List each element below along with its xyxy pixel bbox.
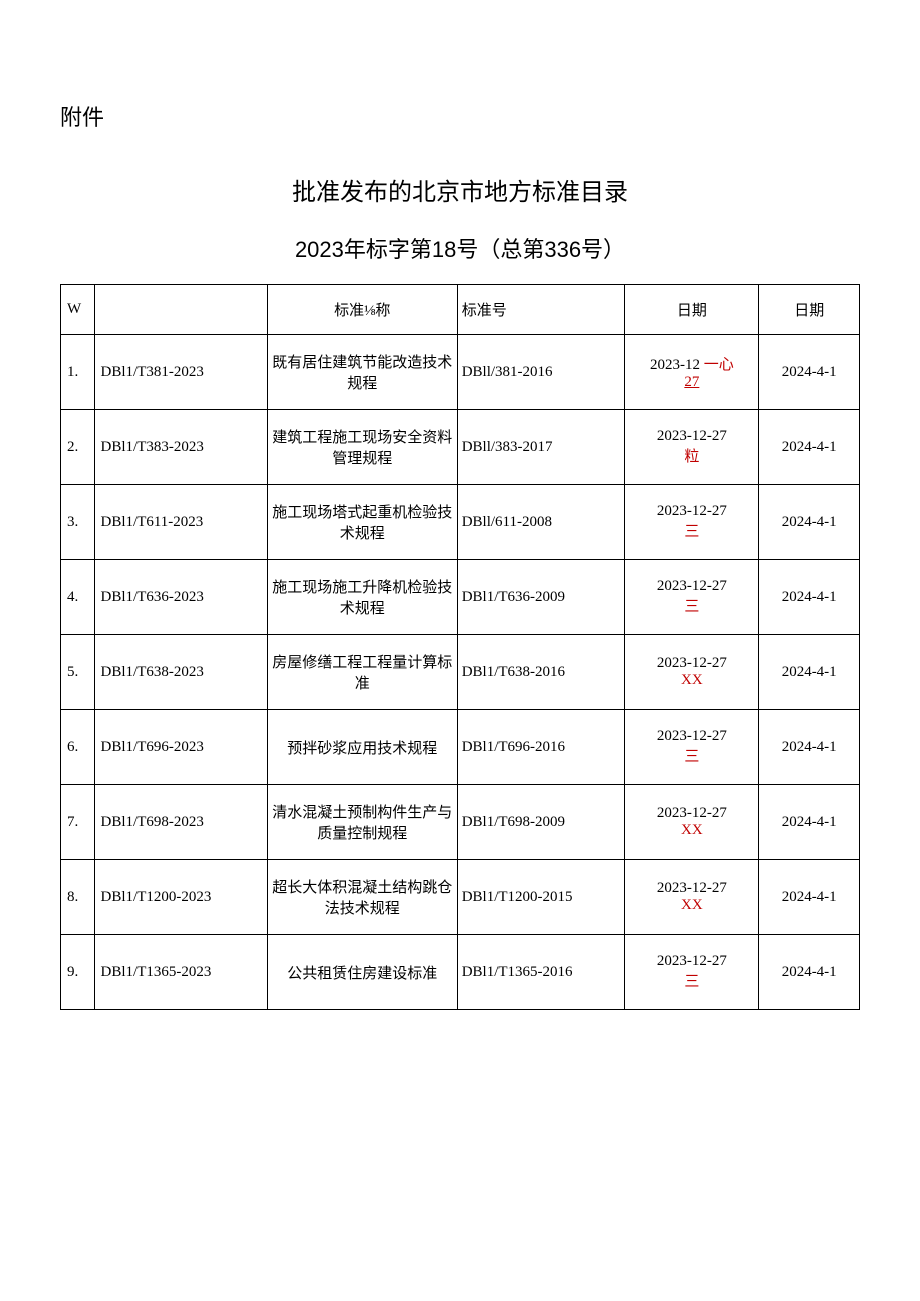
header-replace: 标准号: [457, 285, 625, 335]
cell-date1: 2023-12 一心27: [625, 335, 759, 410]
cell-index: 7.: [61, 785, 95, 860]
cell-date1: 2023-12-27XX: [625, 635, 759, 710]
header-date1: 日期: [625, 285, 759, 335]
cell-name: 公共租赁住房建设标准: [267, 935, 457, 1010]
cell-index: 3.: [61, 485, 95, 560]
cell-date2: 2024-4-1: [759, 410, 860, 485]
cell-date2: 2024-4-1: [759, 335, 860, 410]
cell-replace: DBl1/T636-2009: [457, 560, 625, 635]
cell-code: DBl1/T381-2023: [94, 335, 267, 410]
cell-name: 预拌砂浆应用技术规程: [267, 710, 457, 785]
cell-code: DBl1/T383-2023: [94, 410, 267, 485]
cell-date2: 2024-4-1: [759, 710, 860, 785]
cell-code: DBl1/T698-2023: [94, 785, 267, 860]
cell-date1: 2023-12-27三: [625, 710, 759, 785]
header-code: [94, 285, 267, 335]
table-row: 4.DBl1/T636-2023施工现场施工升降机检验技术规程DBl1/T636…: [61, 560, 860, 635]
cell-name: 建筑工程施工现场安全资料管理规程: [267, 410, 457, 485]
cell-date1: 2023-12-27三: [625, 935, 759, 1010]
cell-date1: 2023-12-27粒: [625, 410, 759, 485]
cell-replace: DBl1/T1200-2015: [457, 860, 625, 935]
cell-name: 超长大体积混凝土结构跳仓法技术规程: [267, 860, 457, 935]
cell-index: 4.: [61, 560, 95, 635]
cell-index: 8.: [61, 860, 95, 935]
table-row: 3.DBl1/T611-2023施工现场塔式起重机检验技术规程DBll/611-…: [61, 485, 860, 560]
cell-replace: DBl1/T696-2016: [457, 710, 625, 785]
cell-code: DBl1/T696-2023: [94, 710, 267, 785]
cell-name: 施工现场施工升降机检验技术规程: [267, 560, 457, 635]
cell-date2: 2024-4-1: [759, 485, 860, 560]
cell-name: 既有居住建筑节能改造技术规程: [267, 335, 457, 410]
cell-name: 房屋修缮工程工程量计算标准: [267, 635, 457, 710]
table-row: 6.DBl1/T696-2023预拌砂浆应用技术规程DBl1/T696-2016…: [61, 710, 860, 785]
document-subtitle: 2023年标字第18号（总第336号）: [60, 232, 860, 264]
cell-date1: 2023-12-27三: [625, 560, 759, 635]
cell-replace: DBl1/T1365-2016: [457, 935, 625, 1010]
cell-index: 6.: [61, 710, 95, 785]
cell-replace: DBll/381-2016: [457, 335, 625, 410]
cell-date2: 2024-4-1: [759, 860, 860, 935]
cell-date2: 2024-4-1: [759, 560, 860, 635]
table-row: 9.DBl1/T1365-2023公共租赁住房建设标准DBl1/T1365-20…: [61, 935, 860, 1010]
standards-table: W 标准⅛称 标准号 日期 日期 1.DBl1/T381-2023既有居住建筑节…: [60, 284, 860, 1010]
header-index: W: [61, 285, 95, 335]
table-row: 5.DBl1/T638-2023房屋修缮工程工程量计算标准DBl1/T638-2…: [61, 635, 860, 710]
cell-index: 5.: [61, 635, 95, 710]
cell-index: 1.: [61, 335, 95, 410]
cell-date2: 2024-4-1: [759, 635, 860, 710]
cell-replace: DBll/383-2017: [457, 410, 625, 485]
header-date2: 日期: [759, 285, 860, 335]
cell-code: DBl1/T636-2023: [94, 560, 267, 635]
cell-date1: 2023-12-27XX: [625, 785, 759, 860]
cell-date2: 2024-4-1: [759, 785, 860, 860]
cell-index: 2.: [61, 410, 95, 485]
cell-replace: DBl1/T698-2009: [457, 785, 625, 860]
table-row: 7.DBl1/T698-2023清水混凝土预制构件生产与质量控制规程DBl1/T…: [61, 785, 860, 860]
cell-replace: DBl1/T638-2016: [457, 635, 625, 710]
cell-date1: 2023-12-27XX: [625, 860, 759, 935]
cell-code: DBl1/T1200-2023: [94, 860, 267, 935]
cell-code: DBl1/T1365-2023: [94, 935, 267, 1010]
table-row: 2.DBl1/T383-2023建筑工程施工现场安全资料管理规程DBll/383…: [61, 410, 860, 485]
attachment-label: 附件: [60, 100, 860, 132]
table-row: 8.DBl1/T1200-2023超长大体积混凝土结构跳仓法技术规程DBl1/T…: [61, 860, 860, 935]
cell-code: DBl1/T638-2023: [94, 635, 267, 710]
table-header-row: W 标准⅛称 标准号 日期 日期: [61, 285, 860, 335]
document-title: 批准发布的北京市地方标准目录: [60, 172, 860, 207]
table-row: 1.DBl1/T381-2023既有居住建筑节能改造技术规程DBll/381-2…: [61, 335, 860, 410]
cell-code: DBl1/T611-2023: [94, 485, 267, 560]
header-name: 标准⅛称: [267, 285, 457, 335]
cell-replace: DBll/611-2008: [457, 485, 625, 560]
cell-index: 9.: [61, 935, 95, 1010]
cell-date2: 2024-4-1: [759, 935, 860, 1010]
cell-date1: 2023-12-27三: [625, 485, 759, 560]
cell-name: 清水混凝土预制构件生产与质量控制规程: [267, 785, 457, 860]
cell-name: 施工现场塔式起重机检验技术规程: [267, 485, 457, 560]
